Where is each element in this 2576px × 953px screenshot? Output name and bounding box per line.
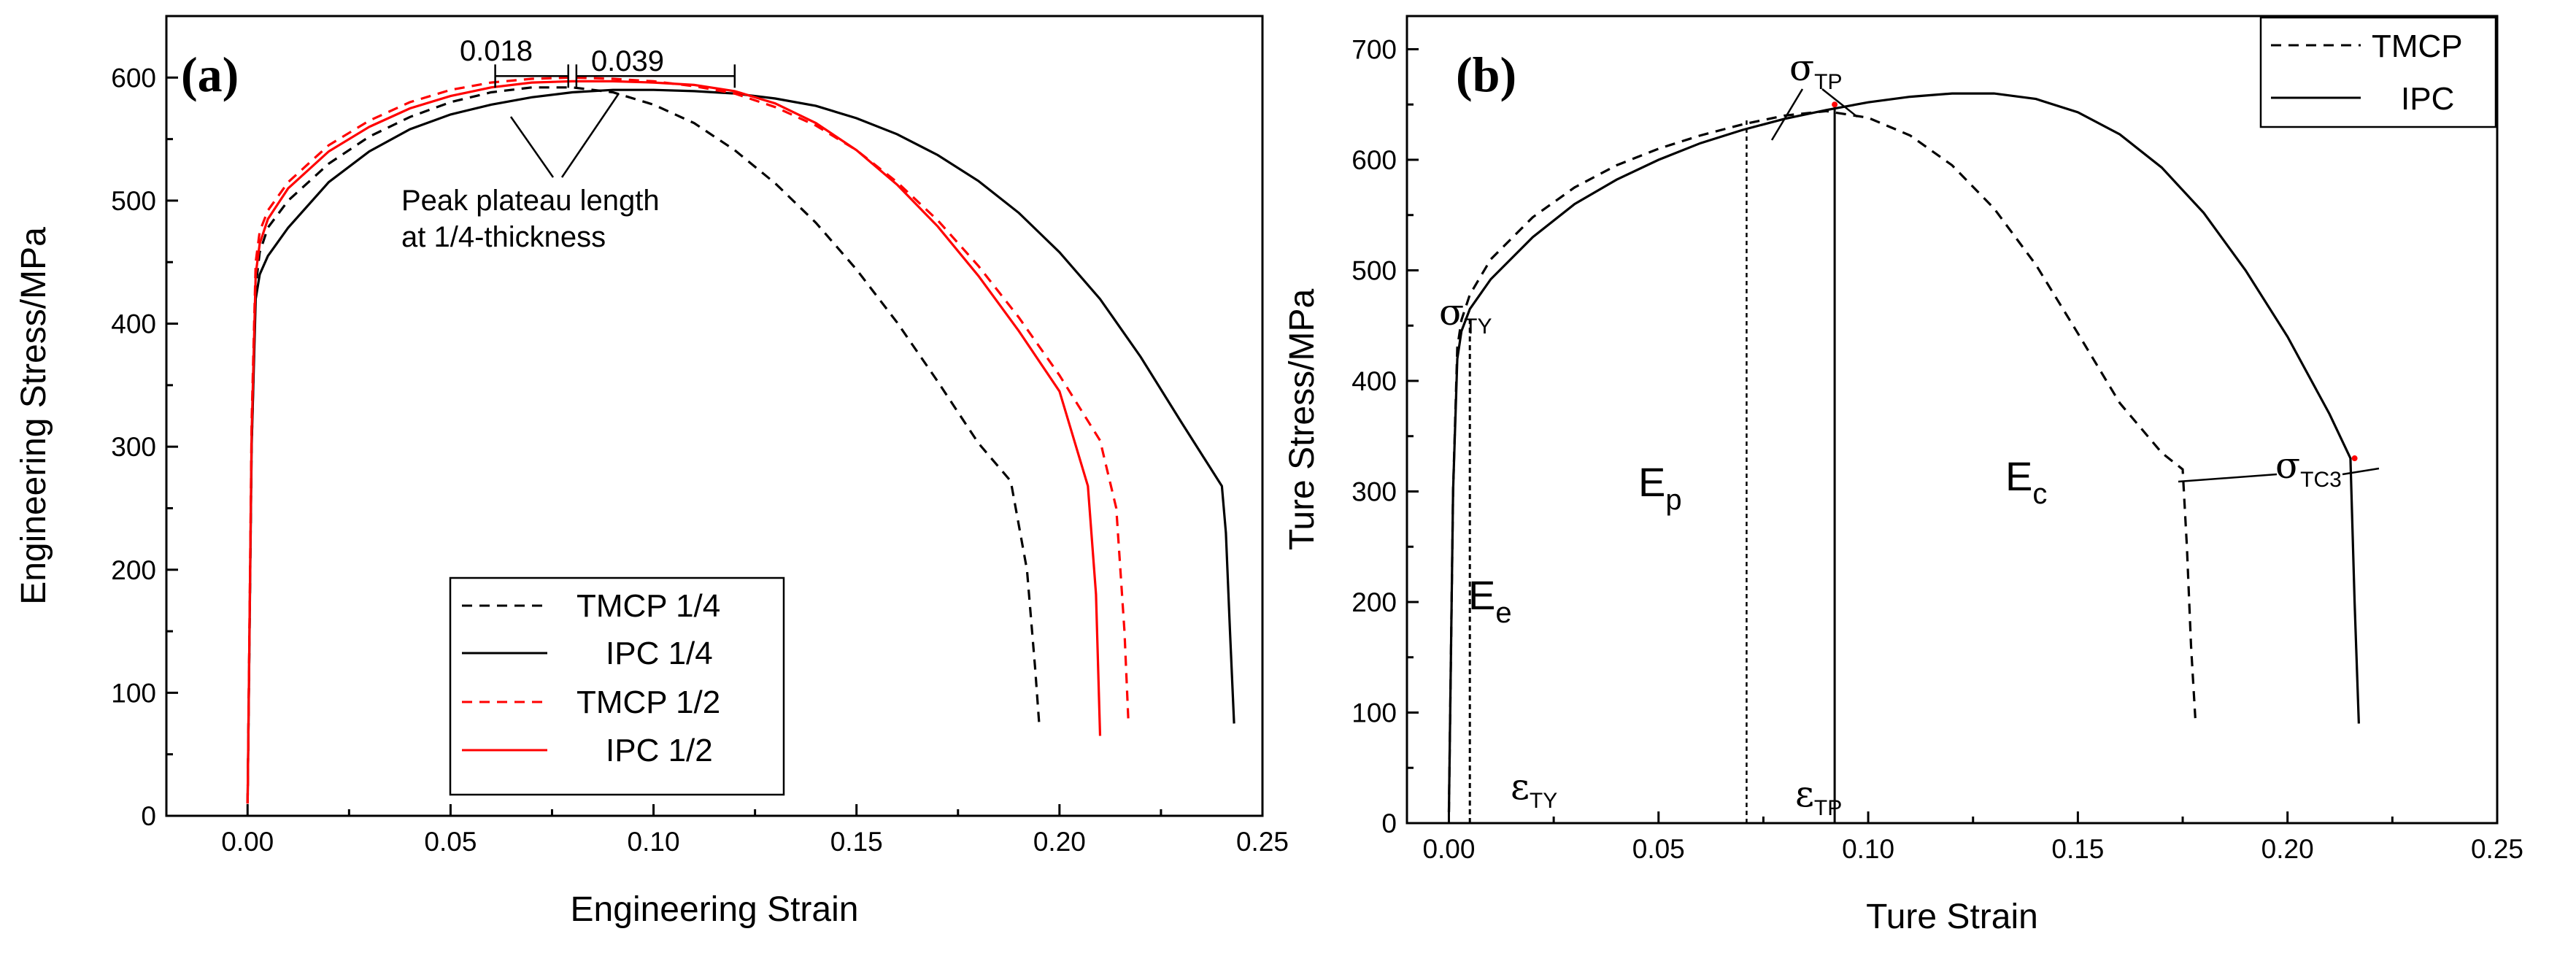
- y-tick-label: 0: [141, 801, 156, 831]
- e-e-label: Ee: [1468, 572, 1512, 629]
- guide-lines-b: [1468, 101, 2358, 823]
- plot-frame-b: [1405, 15, 2499, 825]
- y-axis-label-b: Ture Stress/MPa: [1283, 289, 1322, 551]
- y-ticks-a: 0 100 200 300 400 500 600: [111, 63, 178, 831]
- y-tick-label: 300: [111, 432, 156, 462]
- y-tick-label: 300: [1351, 476, 1397, 506]
- legend-label-ipc: IPC: [2401, 81, 2454, 117]
- y-tick-label: 200: [1351, 587, 1397, 617]
- x-tick-label: 0.15: [2051, 834, 2104, 864]
- x-ticks-b: 0.00 0.05 0.10 0.15 0.20 0.25: [1422, 811, 2523, 864]
- x-tick-label: 0.10: [1842, 834, 1894, 864]
- panel-label-b: (b): [1456, 47, 1516, 102]
- y-tick-label: 100: [111, 678, 156, 708]
- legend-label-tmcp: TMCP: [2372, 28, 2463, 64]
- series-group-b: [1447, 92, 2360, 812]
- legend-label-ipc-1-4: IPC 1/4: [606, 636, 713, 671]
- sigma-tp-pointer-2: [1821, 88, 1858, 117]
- x-axis-label-a: Engineering Strain: [571, 890, 859, 929]
- y-tick-label: 500: [1351, 255, 1397, 285]
- y-tick-label: 200: [111, 555, 156, 585]
- legend-label-ipc-1-2: IPC 1/2: [606, 733, 713, 768]
- y-axis-label-a: Engineering Stress/MPa: [15, 227, 53, 605]
- x-tick-label: 0.00: [221, 827, 274, 857]
- legend-box-a: [449, 576, 785, 796]
- y-tick-label: 400: [1351, 366, 1397, 396]
- sigma-tp-label: σTP: [1789, 47, 1842, 94]
- sigma-tc3-label: σTC3: [2275, 444, 2342, 492]
- y-tick-label: 0: [1381, 809, 1397, 838]
- note-line-1: Peak plateau length: [401, 185, 660, 217]
- plot-frame-a: [165, 15, 1264, 817]
- x-tick-label: 0.20: [2261, 834, 2314, 864]
- x-tick-label: 0.10: [628, 827, 680, 857]
- x-tick-label: 0.20: [1033, 827, 1086, 857]
- series-line-b-1: [1447, 92, 2360, 812]
- x-tick-label: 0.15: [830, 827, 883, 857]
- legend-b: TMCP IPC: [2259, 16, 2497, 128]
- series-line-a-1: [246, 88, 1235, 804]
- x-tick-label: 0.25: [1236, 827, 1289, 857]
- legend-box-b: [2259, 16, 2497, 128]
- legend-a: TMCP 1/4 IPC 1/4 TMCP 1/2 IPC 1/2: [449, 576, 785, 796]
- note-line-2: at 1/4-thickness: [401, 221, 606, 253]
- y-tick-label: 100: [1351, 698, 1397, 728]
- marker-sigma-tc3: [2351, 455, 2358, 462]
- y-ticks-b: 0 100 200 300 400 500 600 700: [1351, 34, 1419, 838]
- note-pointer-2: [560, 93, 620, 178]
- eps-tp-label: εTP: [1795, 773, 1842, 820]
- sigma-tc3-arrow-left: [2178, 473, 2278, 483]
- x-tick-label: 0.00: [1422, 834, 1475, 864]
- eps-ty-label: εTY: [1511, 765, 1557, 813]
- legend-label-tmcp-1-4: TMCP 1/4: [576, 588, 720, 624]
- x-tick-label: 0.05: [424, 827, 477, 857]
- series-line-a-0: [246, 86, 1041, 804]
- y-tick-label: 700: [1351, 34, 1397, 64]
- note-pointer-1: [509, 116, 555, 178]
- y-tick-label: 400: [111, 309, 156, 339]
- x-ticks-a: 0.00 0.05 0.10 0.15 0.20 0.25: [221, 804, 1289, 857]
- panel-b: 0.00 0.05 0.10 0.15 0.20 0.25 0 100 200 300 400 50…: [1283, 15, 2523, 936]
- x-tick-label: 0.25: [2471, 834, 2523, 864]
- marker-sigma-tp: [1832, 101, 1838, 108]
- bracket-label-1: 0.018: [460, 35, 533, 67]
- legend-label-tmcp-1-2: TMCP 1/2: [576, 684, 720, 720]
- panel-label-a: (a): [181, 47, 239, 102]
- sigma-tc3-arrow-right: [2342, 467, 2380, 476]
- sigma-tp-pointer-1: [1770, 88, 1804, 141]
- plateau-brackets: [494, 64, 736, 88]
- y-tick-label: 600: [1351, 145, 1397, 175]
- series-group-a: [246, 76, 1235, 804]
- x-axis-label-b: Ture Strain: [1866, 898, 2038, 936]
- e-c-label: Ec: [2005, 453, 2047, 510]
- y-tick-label: 500: [111, 186, 156, 216]
- bracket-label-2: 0.039: [591, 45, 664, 77]
- sigma-ty-label: σTY: [1439, 291, 1492, 339]
- y-tick-label: 600: [111, 63, 156, 93]
- x-tick-label: 0.05: [1632, 834, 1685, 864]
- panel-a: 0.00 0.05 0.10 0.15 0.20 0.25 0 100 200 300 400 50…: [15, 15, 1289, 929]
- e-p-label: Ep: [1638, 459, 1682, 516]
- series-line-a-3: [246, 80, 1102, 804]
- series-line-a-2: [246, 76, 1130, 804]
